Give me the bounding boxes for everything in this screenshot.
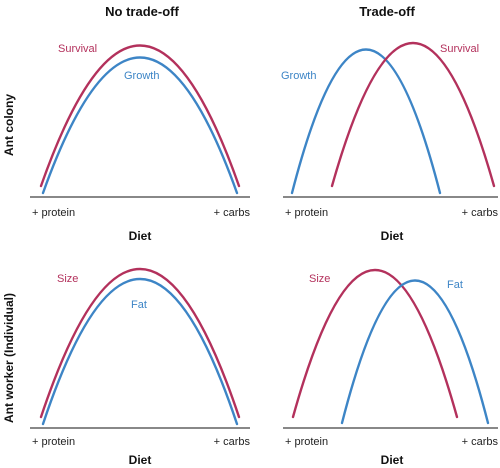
row-label-ant-worker: Ant worker (Individual) bbox=[2, 293, 16, 423]
panel-colony-no-trade-off: Survival Growth + protein + carbs Diet bbox=[30, 43, 250, 243]
survival-label: Survival bbox=[58, 43, 97, 55]
x-tick-carbs: + carbs bbox=[462, 436, 499, 448]
x-tick-protein: + protein bbox=[285, 436, 328, 448]
size-curve bbox=[291, 268, 459, 419]
x-tick-protein: + protein bbox=[32, 436, 75, 448]
x-tick-protein: + protein bbox=[285, 207, 328, 219]
size-label: Size bbox=[57, 273, 78, 285]
growth-curve bbox=[41, 56, 239, 195]
x-axis-title: Diet bbox=[381, 453, 404, 467]
panel-worker-trade-off: Size Fat + protein + carbs Diet bbox=[283, 268, 499, 467]
x-tick-carbs: + carbs bbox=[214, 207, 251, 219]
row-label-ant-colony: Ant colony bbox=[2, 94, 16, 156]
x-tick-protein: + protein bbox=[32, 207, 75, 219]
panel-worker-no-trade-off: Size Fat + protein + carbs Diet bbox=[30, 267, 251, 467]
survival-curve bbox=[330, 41, 496, 188]
survival-label: Survival bbox=[440, 43, 479, 55]
x-axis-title: Diet bbox=[381, 229, 404, 243]
fat-label: Fat bbox=[447, 279, 463, 291]
x-tick-carbs: + carbs bbox=[462, 207, 499, 219]
x-tick-carbs: + carbs bbox=[214, 436, 251, 448]
x-axis-title: Diet bbox=[129, 229, 152, 243]
panel-colony-trade-off: Growth Survival + protein + carbs Diet bbox=[281, 41, 499, 243]
size-label: Size bbox=[309, 273, 330, 285]
fat-curve bbox=[340, 279, 490, 425]
fat-curve bbox=[41, 277, 239, 426]
header-trade-off: Trade-off bbox=[359, 4, 415, 19]
header-no-trade-off: No trade-off bbox=[105, 4, 179, 19]
size-curve bbox=[39, 267, 241, 419]
growth-label: Growth bbox=[281, 70, 316, 82]
x-axis-title: Diet bbox=[129, 453, 152, 467]
survival-curve bbox=[39, 44, 241, 188]
fat-label: Fat bbox=[131, 299, 147, 311]
growth-curve bbox=[290, 48, 442, 195]
growth-label: Growth bbox=[124, 70, 159, 82]
